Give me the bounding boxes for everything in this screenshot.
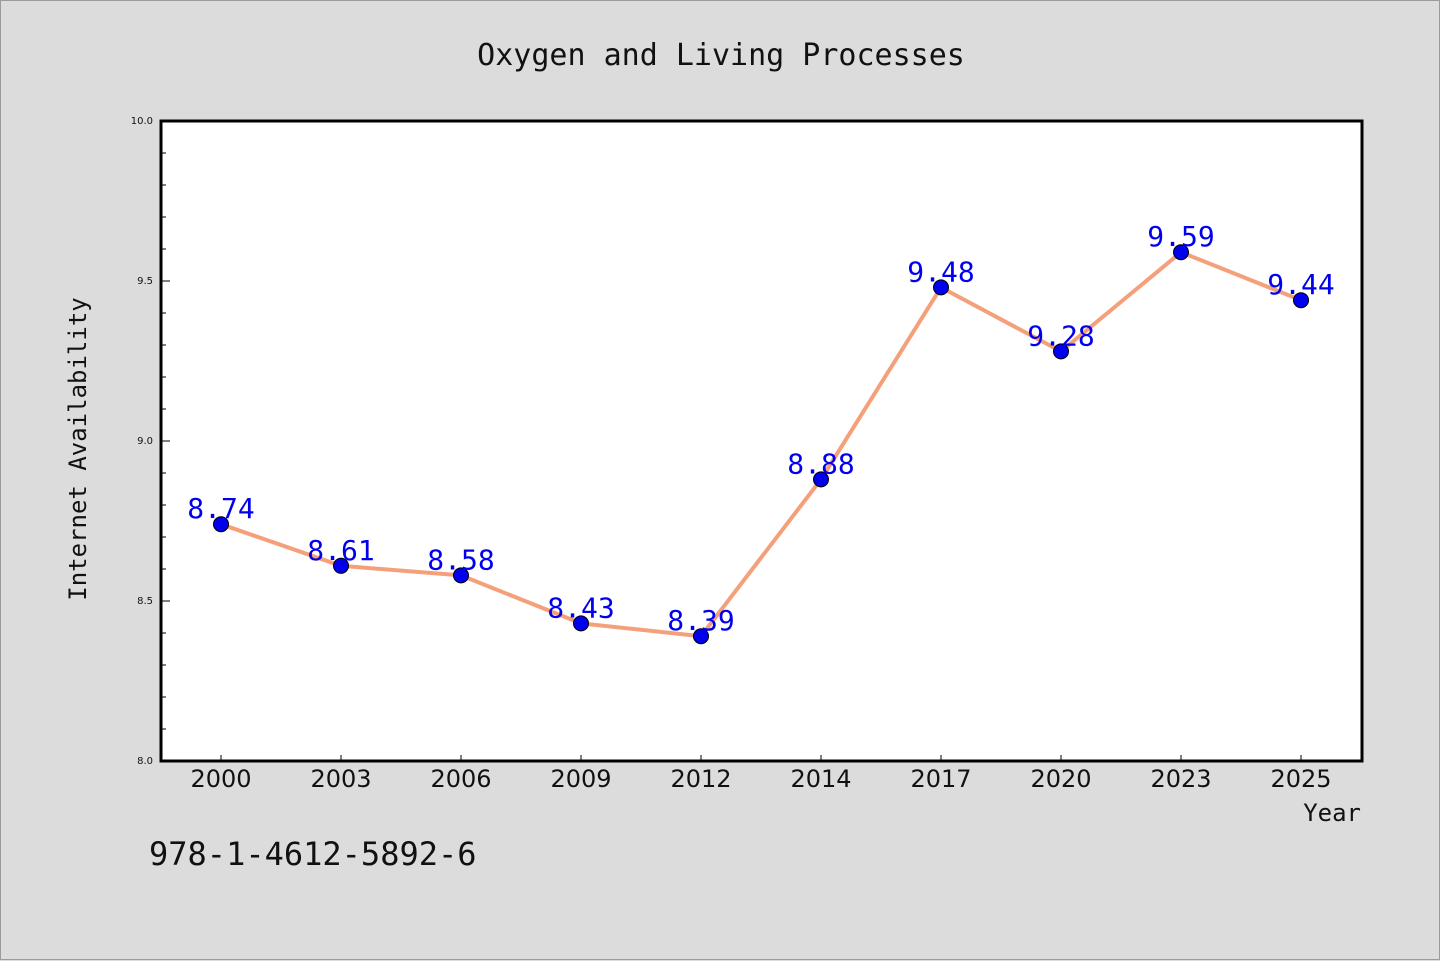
series-layer — [213, 244, 1309, 645]
data-label: 9.59 — [1147, 220, 1214, 253]
data-point — [1173, 244, 1189, 261]
x-tick-label: 2014 — [790, 765, 851, 793]
x-tick-label: 2025 — [1270, 765, 1331, 793]
x-axis-ticks: 2000 2003 2006 2009 2012 2014 2017 2020 2023 2025 — [190, 755, 1332, 793]
data-point — [933, 279, 949, 296]
data-point — [813, 471, 829, 488]
x-tick-label: 2009 — [550, 765, 611, 793]
x-tick-label: 2003 — [310, 765, 371, 793]
isbn-annotation: 978-1-4612-5892-6 — [149, 835, 477, 873]
data-point — [693, 628, 709, 645]
y-axis-label: Internet Availability — [64, 297, 92, 600]
data-point — [1053, 343, 1069, 360]
data-label: 8.58 — [427, 543, 494, 576]
x-tick-label: 2017 — [910, 765, 971, 793]
data-label: 9.44 — [1267, 268, 1334, 301]
data-labels: 8.74 8.61 8.58 8.43 8.39 8.88 9.48 9.28 9.59 9.44 — [187, 220, 1334, 637]
data-point — [453, 567, 469, 584]
x-tick-label: 2020 — [1030, 765, 1091, 793]
data-point — [333, 557, 349, 574]
series-line — [220, 250, 1302, 639]
data-label: 9.28 — [1027, 319, 1094, 352]
y-tick-label: 8.5 — [137, 596, 153, 607]
y-tick-label: 10.0 — [131, 116, 153, 127]
plot-area — [159, 119, 1364, 763]
y-axis-ticks: 8.0 8.5 9.0 9.5 10.0 — [131, 116, 170, 767]
data-point — [573, 615, 589, 632]
data-label: 9.48 — [907, 255, 974, 288]
data-label: 8.74 — [187, 492, 254, 525]
chart-title: Oxygen and Living Processes — [477, 38, 965, 73]
y-tick-label: 9.0 — [137, 436, 153, 447]
x-axis-label: Year — [1303, 799, 1361, 827]
y-tick-label: 9.5 — [137, 276, 153, 287]
data-point — [1293, 292, 1309, 309]
y-tick-label: 8.0 — [137, 756, 153, 767]
data-label: 8.61 — [307, 534, 374, 567]
x-tick-label: 2023 — [1150, 765, 1211, 793]
data-label: 8.88 — [787, 447, 854, 480]
data-label: 8.43 — [547, 591, 614, 624]
x-tick-label: 2012 — [670, 765, 731, 793]
x-tick-label: 2000 — [190, 765, 251, 793]
data-point — [213, 516, 229, 533]
x-tick-label: 2006 — [430, 765, 491, 793]
data-label: 8.39 — [667, 604, 734, 637]
